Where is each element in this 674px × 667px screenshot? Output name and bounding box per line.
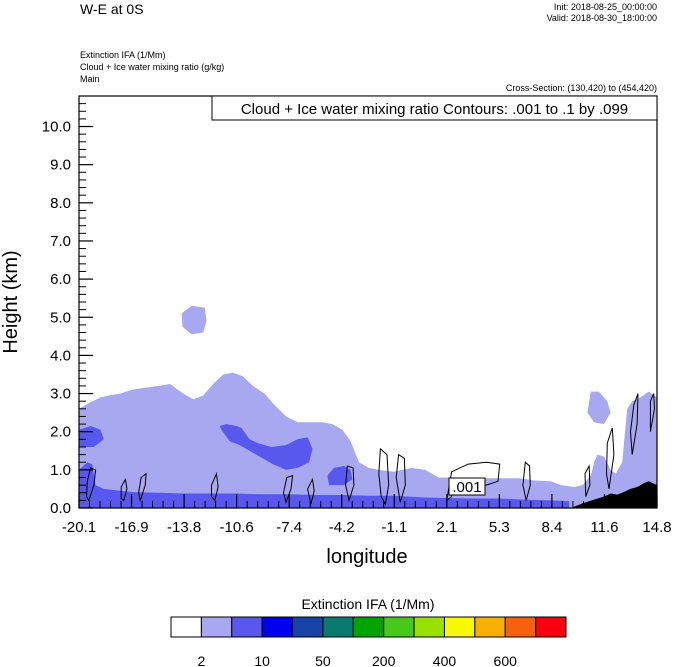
field-description-2: Cloud + Ice water mixing ratio (g/kg) xyxy=(80,62,224,72)
x-tick-label: -16.9 xyxy=(114,519,148,536)
colorbar-swatch xyxy=(535,616,567,638)
colorbar: 2 10 50 200 400 600 xyxy=(170,616,567,667)
contour-line-1 xyxy=(120,477,128,502)
x-tick-label: 2.1 xyxy=(436,519,457,536)
x-axis-label: longitude xyxy=(326,546,407,568)
colorbar-title: Extinction IFA (1/Mm) xyxy=(301,596,434,612)
contour-line-13 xyxy=(629,393,639,455)
contour-line-2 xyxy=(138,472,147,503)
x-tick-label: -1.1 xyxy=(381,519,407,536)
y-tick-label: 3.0 xyxy=(50,386,71,403)
colorbar-label: 50 xyxy=(315,653,331,667)
x-tick-label: -4.2 xyxy=(329,519,355,536)
colorbar-label: 600 xyxy=(494,653,518,667)
y-tick-label: 5.0 xyxy=(50,309,71,326)
x-tick-label: -7.4 xyxy=(276,519,302,536)
field-region-4 xyxy=(219,424,313,470)
contour-info-label: Cloud + Ice water mixing ratio Contours:… xyxy=(241,101,628,118)
shaded-fields xyxy=(79,305,657,508)
x-tick-label: -20.1 xyxy=(62,519,96,536)
x-tick-label: 5.3 xyxy=(489,519,510,536)
x-tick-label: 8.4 xyxy=(541,519,562,536)
y-tick-label: 7.0 xyxy=(50,233,71,250)
plot-title: W-E at 0S xyxy=(80,1,144,17)
field-region-3 xyxy=(79,462,570,508)
y-axis-ticks: 0.0 1.0 2.0 3.0 4.0 5.0 6.0 7.0 8.0 9.0 10.0 xyxy=(42,95,93,517)
colorbar-swatch xyxy=(261,616,294,638)
x-tick-label: 11.6 xyxy=(590,519,618,536)
y-tick-label: 10.0 xyxy=(42,119,71,136)
terrain xyxy=(570,481,657,508)
colorbar-swatch xyxy=(170,616,202,638)
contour-line-8 xyxy=(395,453,406,503)
contour-line-3 xyxy=(211,471,219,502)
field-region-2 xyxy=(587,391,611,425)
y-tick-label: 8.0 xyxy=(50,195,71,212)
colorbar-label: 200 xyxy=(372,653,396,667)
x-axis-ticks: -20.1 -16.9 -13.8 -10.6 -7.4 -4.2 -1.1 2.1 5.3 8.… xyxy=(62,494,672,536)
colorbar-swatch xyxy=(474,616,506,638)
contour-line-12 xyxy=(605,427,615,489)
colorbar-label: 400 xyxy=(433,653,457,667)
y-tick-label: 1.0 xyxy=(50,462,71,479)
cross-section-label: Cross-Section: (130,420) to (454,420) xyxy=(506,83,657,93)
colorbar-swatch xyxy=(504,616,537,638)
y-tick-label: 4.0 xyxy=(50,347,71,364)
colorbar-swatch xyxy=(443,616,476,638)
y-axis-label: Height (km) xyxy=(0,250,22,353)
contour-value-label: .001 xyxy=(452,479,481,496)
y-tick-label: 0.0 xyxy=(50,500,71,517)
contour-line-6 xyxy=(345,465,355,503)
field-region-1 xyxy=(181,305,207,335)
contour-value-box xyxy=(448,477,486,496)
y-tick-label: 2.0 xyxy=(50,424,71,441)
contour-line-10 xyxy=(522,461,531,501)
field-region-0 xyxy=(79,372,657,508)
y-tick-label: 9.0 xyxy=(50,157,71,174)
x-tick-label: 14.8 xyxy=(642,519,671,536)
init-time: Init: 2018-08-25_00:00:00 xyxy=(554,2,657,12)
colorbar-swatch xyxy=(200,616,233,638)
contour-line-11 xyxy=(584,464,591,497)
x-tick-label: -10.6 xyxy=(220,519,254,536)
colorbar-swatch xyxy=(352,616,385,638)
contour-line-0 xyxy=(85,467,97,502)
colorbar-label: 2 xyxy=(197,653,205,667)
colorbar-label: 10 xyxy=(254,653,270,667)
contour-lines xyxy=(85,393,656,506)
contour-line-5 xyxy=(307,477,315,505)
colorbar-swatch xyxy=(231,616,263,638)
contour-info-box xyxy=(211,95,658,121)
terrain-shape xyxy=(570,481,657,508)
colorbar-swatch xyxy=(413,616,445,638)
valid-time: Valid: 2018-08-30_18:00:00 xyxy=(547,13,657,23)
field-description-1: Extinction IFA (1/Mm) xyxy=(80,50,166,60)
colorbar-swatch xyxy=(292,616,324,638)
contour-line-7 xyxy=(378,447,390,506)
x-tick-label: -13.8 xyxy=(167,519,201,536)
colorbar-swatch xyxy=(383,616,415,638)
colorbar-swatch xyxy=(322,616,354,638)
y-tick-label: 6.0 xyxy=(50,271,71,288)
field-description-3: Main xyxy=(80,74,100,84)
contour-line-14 xyxy=(649,393,656,432)
contour-line-4 xyxy=(282,474,294,504)
